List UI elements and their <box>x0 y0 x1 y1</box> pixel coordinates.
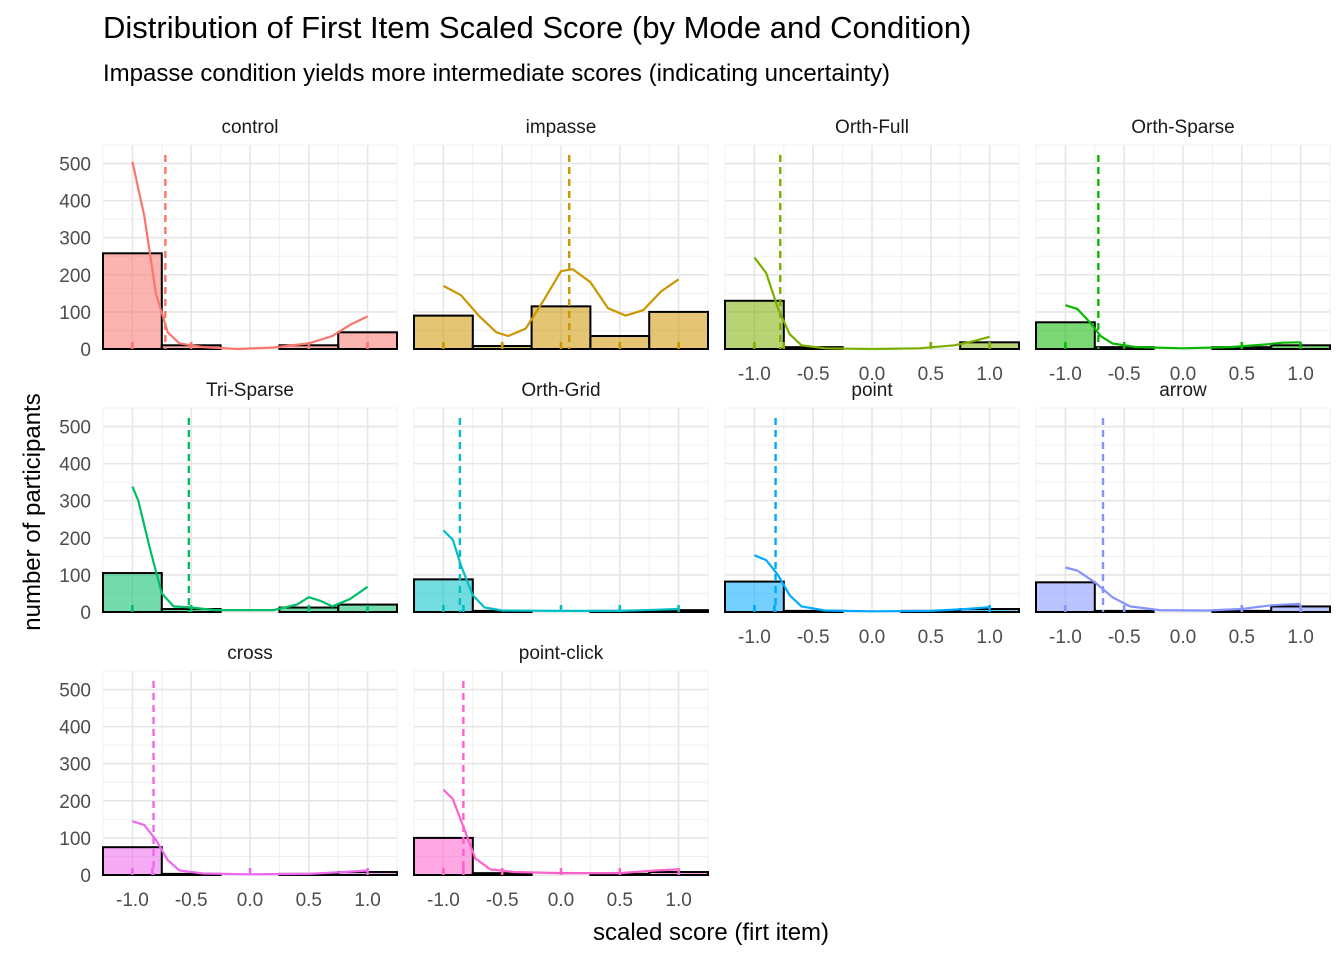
y-axis-title: number of participants <box>19 393 46 630</box>
facet-strip-label: Tri-Sparse <box>206 380 294 401</box>
x-tick-label: -1.0 <box>427 890 460 911</box>
facet-panel-impasse: impasse <box>413 117 710 351</box>
x-tick-label: -1.0 <box>1049 627 1082 648</box>
facet-strip-label: control <box>221 117 278 138</box>
facet-panel-orth-sparse: Orth-Sparse -1.0 -0.5 0.0 0.5 1.0 <box>1035 117 1331 385</box>
facet-panel-cross: cross 0 100 200 300 400 500 -1.0 -0.5 0.0 0.5 1.0 <box>59 643 399 911</box>
y-tick-label: 400 <box>59 718 91 739</box>
x-tick-label: 1.0 <box>976 364 1002 385</box>
facet-panel-arrow: arrow -1.0 -0.5 0.0 0.5 1.0 <box>1035 380 1331 648</box>
x-tick-label: 1.0 <box>1287 627 1313 648</box>
y-tick-label: 100 <box>59 303 91 324</box>
x-tick-label: -1.0 <box>1049 364 1082 385</box>
density-curve <box>753 256 990 351</box>
x-tick-label: -0.5 <box>797 627 830 648</box>
y-tick-label: 0 <box>80 340 91 361</box>
y-tick-label: 400 <box>59 455 91 476</box>
y-tick-label: 200 <box>59 529 91 550</box>
density-curve <box>753 554 990 613</box>
x-tick-label: 1.0 <box>665 890 691 911</box>
y-tick-label: 300 <box>59 755 91 776</box>
chart-subtitle: Impasse condition yields more intermedia… <box>103 60 891 87</box>
x-tick-label: 0.0 <box>1170 364 1196 385</box>
facet-strip-label: Orth-Full <box>835 117 909 138</box>
x-tick-label: 0.5 <box>918 627 944 648</box>
y-tick-label: 500 <box>59 155 91 176</box>
x-tick-label: -0.5 <box>1108 627 1141 648</box>
facet-strip-label: Orth-Sparse <box>1131 117 1234 138</box>
facet-strip-label: point <box>851 380 893 401</box>
y-tick-label: 100 <box>59 829 91 850</box>
x-tick-label: 0.0 <box>548 890 574 911</box>
facet-panel-control: control 0 100 200 300 400 500 <box>59 117 399 361</box>
y-tick-label: 300 <box>59 492 91 513</box>
y-tick-label: 200 <box>59 792 91 813</box>
facet-panel-point: point -1.0 -0.5 0.0 0.5 1.0 <box>724 380 1021 648</box>
x-tick-label: 0.0 <box>237 890 263 911</box>
x-tick-label: 0.5 <box>607 890 633 911</box>
facet-strip-label: point-click <box>519 643 604 664</box>
x-tick-label: -0.5 <box>1108 364 1141 385</box>
x-tick-label: -0.5 <box>797 364 830 385</box>
y-tick-label: 300 <box>59 229 91 250</box>
x-tick-label: 1.0 <box>1287 364 1313 385</box>
x-tick-label: 0.0 <box>1170 627 1196 648</box>
histogram-bar <box>724 299 785 351</box>
facet-strip-label: Orth-Grid <box>521 380 600 401</box>
facet-panel-point-click: point-click -1.0 -0.5 0.0 0.5 1.0 <box>413 643 710 911</box>
facet-strip-label: impasse <box>526 117 597 138</box>
y-tick-label: 400 <box>59 192 91 213</box>
y-tick-label: 0 <box>80 603 91 624</box>
x-tick-label: 1.0 <box>354 890 380 911</box>
density-curve <box>131 161 369 351</box>
density-curve <box>132 820 368 876</box>
density-curve <box>442 529 679 612</box>
y-tick-label: 500 <box>59 418 91 439</box>
facet-panel-orth-grid: Orth-Grid <box>413 380 710 613</box>
facet-panel-orth-full: Orth-Full -1.0 -0.5 0.0 0.5 1.0 <box>724 117 1021 385</box>
density-curve <box>131 486 369 612</box>
x-tick-label: 0.0 <box>859 364 885 385</box>
y-tick-label: 0 <box>80 866 91 887</box>
x-tick-label: 0.5 <box>1229 364 1255 385</box>
y-tick-label: 100 <box>59 566 91 587</box>
y-tick-label: 500 <box>59 681 91 702</box>
x-tick-label: 0.0 <box>859 627 885 648</box>
density-curve <box>442 268 680 338</box>
density-curve <box>1065 304 1301 350</box>
facet-panel-tri-sparse: Tri-Sparse 0 100 200 300 400 500 <box>59 380 399 624</box>
x-tick-label: 1.0 <box>976 627 1002 648</box>
density-curve <box>1065 566 1301 612</box>
chart-title: Distribution of First Item Scaled Score … <box>103 10 972 45</box>
x-tick-label: -1.0 <box>738 627 771 648</box>
histogram-bar <box>530 305 592 351</box>
x-axis-title: scaled score (firt item) <box>593 919 829 946</box>
facet-strip-label: cross <box>227 643 272 664</box>
x-tick-label: -1.0 <box>738 364 771 385</box>
y-tick-label: 200 <box>59 266 91 287</box>
x-tick-label: 0.5 <box>1229 627 1255 648</box>
x-tick-label: -0.5 <box>175 890 208 911</box>
x-tick-label: 0.5 <box>296 890 322 911</box>
facet-strip-label: arrow <box>1159 380 1207 401</box>
x-tick-label: 0.5 <box>918 364 944 385</box>
x-tick-label: -1.0 <box>116 890 149 911</box>
x-tick-label: -0.5 <box>486 890 519 911</box>
